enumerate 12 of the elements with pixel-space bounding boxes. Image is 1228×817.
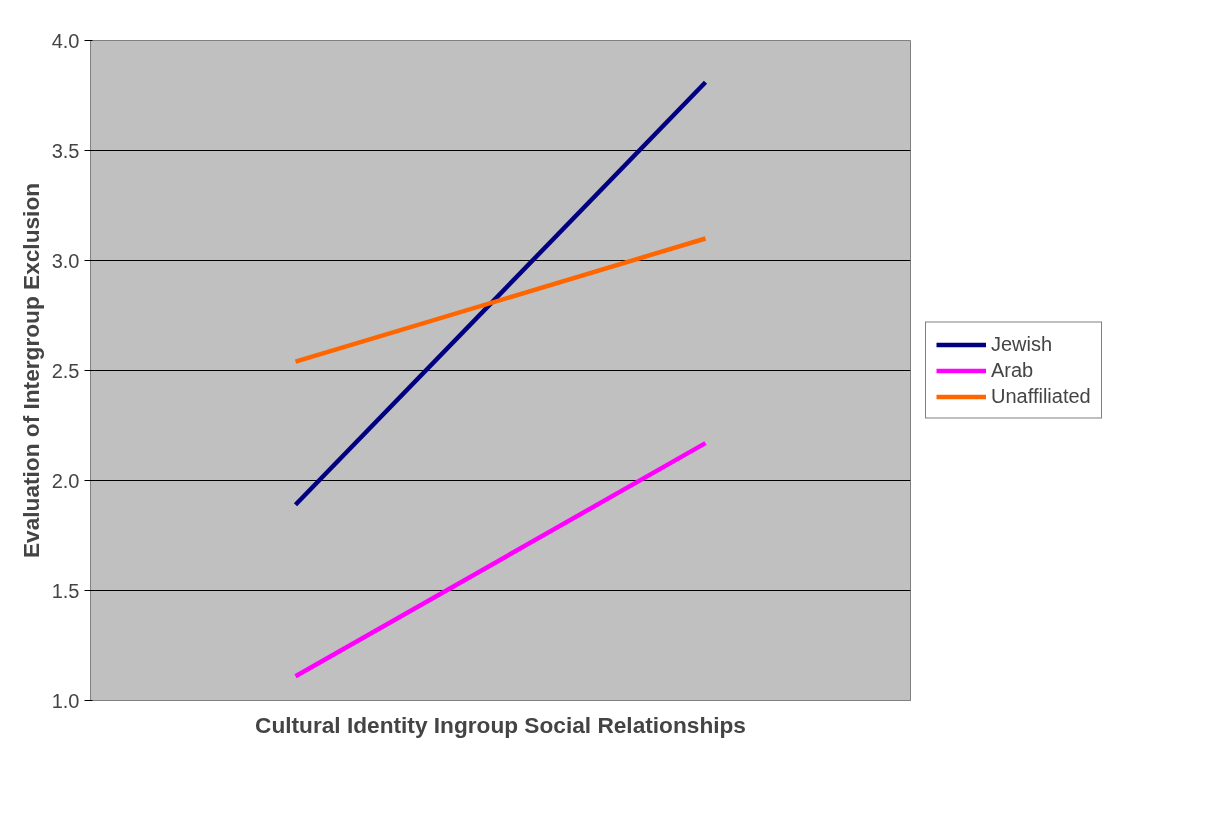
y-tick-label: 2.5 [51, 359, 80, 382]
y-tick-label: 3.0 [51, 249, 80, 272]
y-tick-label: 1.5 [51, 579, 80, 602]
x-axis-title: Cultural Identity Ingroup Social Relationships [255, 711, 746, 738]
y-tick-label: 3.5 [51, 139, 80, 162]
y-axis-title: Evaluation of Intergroup Exclusion [17, 182, 44, 559]
legend-label: Arab [991, 358, 1034, 382]
legend-label: Jewish [991, 332, 1053, 356]
legend-label: Unaffiliated [991, 384, 1091, 408]
y-tick-label: 4.0 [51, 29, 80, 52]
y-tick-label: 2.0 [51, 469, 80, 492]
y-tick-label: 1.0 [51, 689, 80, 712]
